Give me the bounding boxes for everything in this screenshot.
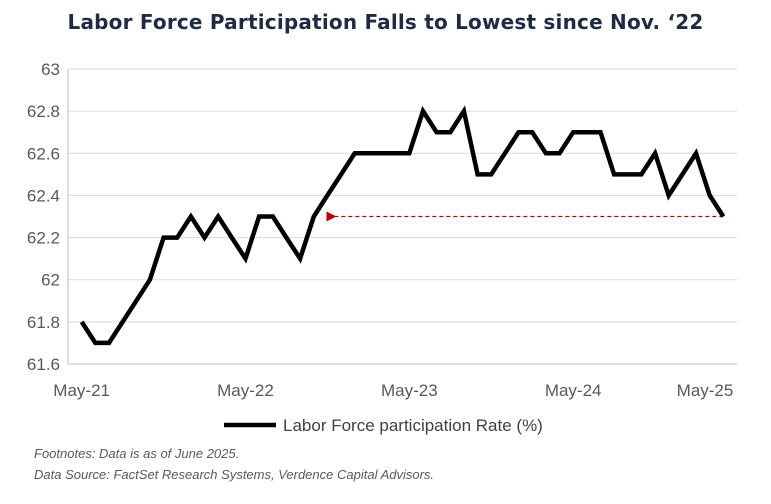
x-tick-label: May-22 <box>217 381 274 400</box>
y-tick-label: 62 <box>41 271 60 290</box>
y-tick-label: 63 <box>41 60 60 79</box>
y-axis-ticks: 61.6 61.8 62 62.2 62.4 62.6 62.8 63 <box>27 60 60 374</box>
y-tick-label: 62.4 <box>27 186 60 205</box>
footnote-source: Data Source: FactSet Research Systems, V… <box>34 467 435 482</box>
footnote-date: Footnotes: Data is as of June 2025. <box>34 446 240 461</box>
y-tick-label: 62.8 <box>27 102 60 121</box>
series-line-0 <box>79 105 726 346</box>
x-axis-ticks: May-21 May-22 May-23 May-24 May-25 <box>53 381 733 400</box>
x-tick-label: May-25 <box>677 381 734 400</box>
y-tick-label: 62.2 <box>27 229 60 248</box>
y-tick-label: 61.6 <box>27 355 60 374</box>
chart-title: Labor Force Participation Falls to Lowes… <box>67 10 704 34</box>
grid-lines <box>68 68 737 323</box>
y-tick-label: 62.6 <box>27 144 60 163</box>
x-tick-label: May-23 <box>381 381 438 400</box>
axes <box>67 69 737 365</box>
y-tick-label: 61.8 <box>27 313 60 332</box>
legend-label: Labor Force participation Rate (%) <box>283 416 543 435</box>
series-layer <box>79 105 726 346</box>
x-tick-label: May-24 <box>545 381 602 400</box>
legend: Labor Force participation Rate (%) <box>224 416 543 435</box>
x-tick-label: May-21 <box>53 381 110 400</box>
